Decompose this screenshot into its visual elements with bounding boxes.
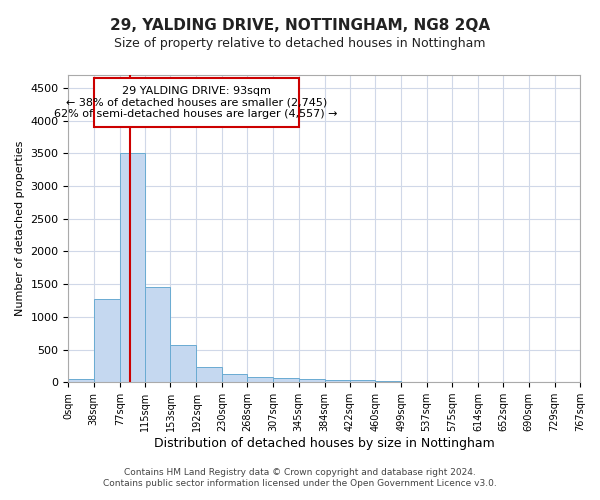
Bar bbox=[273, 378, 299, 382]
X-axis label: Distribution of detached houses by size in Nottingham: Distribution of detached houses by size … bbox=[154, 437, 494, 450]
Bar bbox=[145, 287, 170, 382]
Bar bbox=[299, 379, 325, 382]
Bar bbox=[94, 298, 120, 382]
Bar bbox=[94, 78, 299, 128]
Bar bbox=[325, 380, 350, 382]
Bar bbox=[350, 380, 375, 382]
Bar bbox=[120, 154, 145, 382]
Bar bbox=[375, 380, 401, 382]
Bar bbox=[222, 374, 247, 382]
Text: Contains HM Land Registry data © Crown copyright and database right 2024.
Contai: Contains HM Land Registry data © Crown c… bbox=[103, 468, 497, 487]
Bar bbox=[68, 379, 94, 382]
Bar bbox=[170, 345, 196, 382]
Text: 29 YALDING DRIVE: 93sqm
← 38% of detached houses are smaller (2,745)
62% of semi: 29 YALDING DRIVE: 93sqm ← 38% of detache… bbox=[55, 86, 338, 120]
Y-axis label: Number of detached properties: Number of detached properties bbox=[15, 141, 25, 316]
Bar bbox=[196, 366, 222, 382]
Text: Size of property relative to detached houses in Nottingham: Size of property relative to detached ho… bbox=[114, 38, 486, 51]
Bar bbox=[247, 376, 273, 382]
Text: 29, YALDING DRIVE, NOTTINGHAM, NG8 2QA: 29, YALDING DRIVE, NOTTINGHAM, NG8 2QA bbox=[110, 18, 490, 32]
